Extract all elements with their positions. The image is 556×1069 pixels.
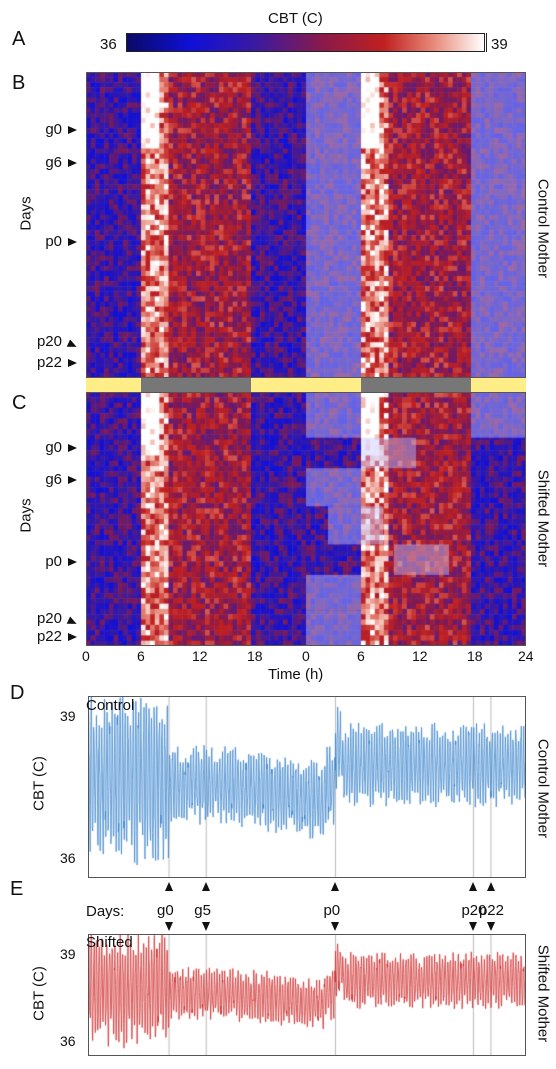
control-heatmap [86,72,526,378]
shifted-heatmap [86,392,526,646]
shifted-ytick-top: 39 [60,946,76,962]
day-marker-down-icon [331,922,340,931]
colorbar-min-label: 36 [100,36,117,53]
control-day-label: g6 [45,154,62,171]
xtick-label: 18 [467,648,483,664]
day-marker-up-icon [331,882,340,891]
panel-letter-e: E [10,878,24,900]
day-marker-label: p20 [461,902,487,919]
shifted-trace-frame [88,934,526,1056]
control-trace [88,696,526,878]
colorbar-title: CBT (C) [268,10,323,27]
colorbar-max-label: 39 [491,36,508,53]
shifted-heatmap-frame [86,392,526,646]
day-arrow-icon [68,633,77,641]
day-arrow-icon [66,616,79,628]
shifted-day-label: p0 [45,553,62,570]
heatmap-xlabel: Time (h) [268,666,324,683]
xtick-label: 0 [302,648,310,664]
panel-letter-c: C [12,392,27,414]
xtick-label: 6 [137,648,145,664]
control-heatmap-side-label: Control Mother [534,178,552,279]
day-arrow-icon [68,159,77,167]
shifted-trace-side-label: Shifted Mother [534,944,552,1043]
dark-segment [361,378,471,392]
day-marker-up-icon [202,882,211,891]
shifted-trace-title: Shifted [86,934,133,951]
colorbar [126,33,485,52]
day-arrow-icon [66,339,79,351]
shifted-day-label: g6 [45,471,62,488]
day-marker-up-icon [165,882,174,891]
light-segment [251,378,361,392]
day-marker-up-icon [469,882,478,891]
xtick-label: 12 [192,648,208,664]
xtick-label: 18 [247,648,263,664]
day-marker-label: p22 [478,902,504,919]
day-arrow-icon [68,126,77,134]
day-marker-label: p0 [323,902,341,919]
day-marker-down-icon [165,922,174,931]
day-arrow-icon [68,238,77,246]
day-marker-down-icon [202,922,211,931]
xtick-label: 0 [82,648,90,664]
shifted-heatmap-side-label: Shifted Mother [534,469,552,568]
xtick-label: 6 [357,648,365,664]
control-heatmap-ylabel: Days [17,196,35,231]
shifted-heatmap-ylabel: Days [17,498,35,533]
day-arrow-icon [68,444,77,452]
dark-segment [141,378,251,392]
panel-letter-a: A [12,28,26,50]
day-arrow-icon [68,359,77,367]
light-segment [86,378,141,392]
shifted-trace [88,934,526,1056]
day-marker-down-icon [486,922,495,931]
days-row-label: Days: [86,903,125,920]
control-day-label: p22 [36,354,62,371]
shifted-day-label: g0 [45,439,62,456]
control-trace-frame [88,696,526,878]
xtick-label: 12 [412,648,428,664]
control-day-label: g0 [45,121,62,138]
control-day-label: p0 [45,233,62,250]
light-dark-bar [86,378,526,392]
shifted-day-label: p22 [36,628,62,645]
colorbar-max-tick [486,33,487,52]
xtick-label: 24 [518,648,534,664]
day-marker-label: g5 [194,902,211,919]
control-ytick-bottom: 36 [60,850,76,866]
control-trace-side-label: Control Mother [534,738,552,839]
shifted-ytick-bottom: 36 [60,1033,76,1049]
day-marker-up-icon [486,882,495,891]
light-segment [471,378,526,392]
control-trace-ylabel: CBT (C) [30,756,48,811]
day-marker-down-icon [469,922,478,931]
control-ytick-top: 39 [60,708,76,724]
day-arrow-icon [68,558,77,566]
day-arrow-icon [68,476,77,484]
panel-letter-b: B [12,72,26,94]
control-trace-title: Control [86,697,135,714]
day-marker-label: g0 [157,902,174,919]
control-day-label: p20 [36,333,62,350]
panel-letter-d: D [10,682,25,704]
shifted-day-label: p20 [36,610,62,627]
control-heatmap-frame [86,72,526,378]
shifted-trace-ylabel: CBT (C) [30,966,48,1021]
